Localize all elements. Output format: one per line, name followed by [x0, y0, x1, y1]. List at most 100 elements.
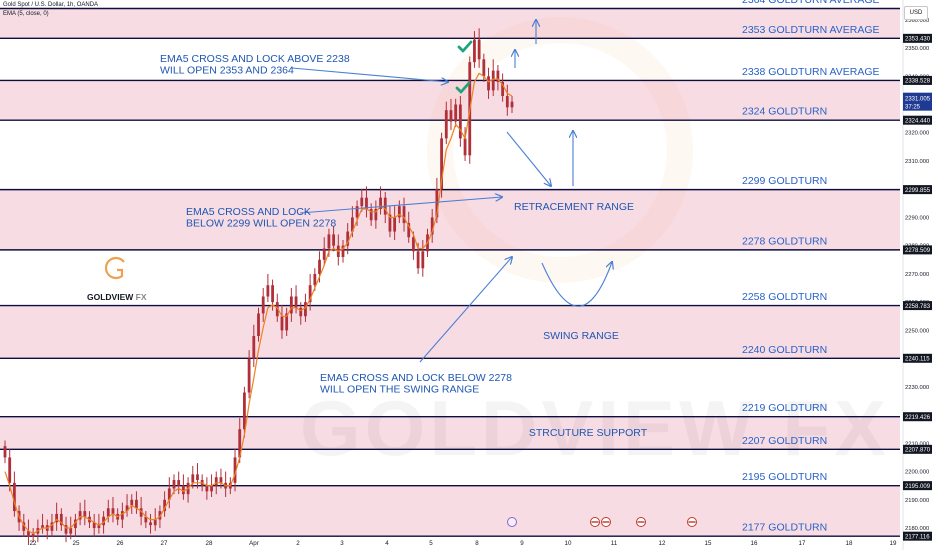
check-icon	[455, 81, 471, 94]
candle-body	[449, 110, 453, 122]
time-tick-label: 17	[799, 540, 806, 547]
zone-band	[0, 8, 900, 39]
candle-body	[463, 138, 467, 156]
candle-body	[360, 197, 364, 207]
candle-body	[8, 457, 12, 483]
level-price-tag	[903, 444, 932, 454]
candle-body	[149, 522, 152, 526]
price-tick-label: 2270.000	[905, 272, 929, 278]
time-tick-label: 25	[73, 540, 80, 547]
level-price-tag-text: 2240.115	[905, 356, 930, 362]
candle-body	[294, 296, 298, 308]
candle-body	[289, 296, 293, 314]
zone-band	[0, 189, 900, 250]
candle-body	[318, 259, 321, 274]
candle-body	[412, 237, 415, 252]
level-price-tag	[903, 245, 932, 255]
candle-body	[416, 251, 420, 269]
candle-body	[510, 101, 514, 108]
level-price-tag-text: 2324.440	[905, 118, 931, 124]
level-label: 2207 GOLDTURN	[742, 435, 827, 447]
event-marker-icon	[507, 517, 517, 527]
candle-body	[191, 474, 195, 483]
candle-body	[266, 285, 270, 297]
level-label: 2219 GOLDTURN	[742, 402, 827, 414]
candle-body	[97, 525, 101, 529]
time-tick-label: 18	[846, 540, 853, 547]
current-price-countdown: 37:25	[905, 105, 921, 111]
annotation-text: RETRACEMENT RANGE	[514, 201, 634, 213]
level-label: 2338 GOLDTURN AVERAGE	[742, 66, 880, 78]
currency-button[interactable]: USD	[904, 6, 928, 20]
level-price-tag-text: 2299.855	[905, 188, 931, 194]
time-tick-label: 22	[30, 540, 37, 547]
price-tick-label: 2200.000	[905, 470, 929, 476]
arrow-to-swing	[419, 257, 512, 363]
level-price-tag-text: 2195.009	[905, 484, 931, 490]
level-price-tag	[903, 353, 932, 363]
time-tick-label: 8	[475, 540, 479, 547]
candle-body	[144, 516, 148, 523]
check-icon	[457, 40, 473, 53]
price-tick-label: 2230.000	[905, 385, 929, 391]
candle-body	[369, 208, 373, 221]
candle-body	[3, 446, 7, 458]
candle-body	[355, 206, 359, 218]
level-label: 2364 GOLDTURN AVERAGE	[742, 0, 880, 6]
time-tick-label: 4	[385, 540, 389, 547]
arrow-to-2338	[291, 67, 448, 82]
candle-body	[397, 206, 401, 218]
level-label: 2299 GOLDTURN	[742, 175, 827, 187]
ema5-line	[4, 72, 513, 535]
candle-body	[252, 336, 256, 359]
candle-body	[496, 70, 500, 82]
candle-body	[205, 485, 209, 492]
annotation-text: WILL OPEN 2353 AND 2364	[160, 65, 294, 77]
annotation-text: WILL OPEN THE SWING RANGE	[320, 384, 479, 396]
annotation-text: EMA5 CROSS AND LOCK	[186, 206, 311, 218]
level-label: 2258 GOLDTURN	[742, 291, 827, 303]
annotation-text: EMA5 CROSS AND LOCK ABOVE 2238	[160, 53, 350, 65]
price-tick-label: 2250.000	[905, 328, 929, 334]
candle-body	[322, 248, 326, 260]
annotation-text: BELOW 2299 WILL OPEN 2278	[186, 218, 336, 230]
time-tick-label: 3	[340, 540, 344, 547]
candle-body	[238, 429, 242, 458]
candle-body	[487, 76, 490, 91]
candle-body	[59, 513, 63, 526]
time-tick-label: 5	[429, 540, 433, 547]
level-price-tag	[903, 33, 932, 43]
indicator-label[interactable]: EMA (5, close, 0)	[3, 11, 49, 17]
level-price-tag	[903, 481, 932, 491]
candle-body	[158, 511, 162, 520]
time-tick-label: 2	[296, 540, 300, 547]
candle-body	[153, 519, 157, 526]
candle-body	[435, 189, 439, 218]
price-tick-label: 2190.000	[905, 498, 929, 504]
time-tick-label: 28	[206, 540, 213, 547]
candle-body	[92, 522, 96, 529]
zone-band	[0, 416, 900, 450]
candle-body	[402, 206, 406, 224]
time-tick-label: 15	[705, 540, 712, 547]
zone-band	[0, 305, 900, 359]
candle-body	[393, 217, 397, 232]
level-price-tag	[903, 531, 932, 541]
level-price-tag-text: 2278.509	[905, 248, 931, 254]
swing-range-curve	[541, 262, 612, 307]
level-price-tag	[903, 412, 932, 422]
candle-body	[430, 217, 434, 235]
time-tick-label: 11	[611, 540, 618, 547]
candle-body	[27, 530, 30, 537]
candle-body	[181, 485, 185, 495]
candle-body	[407, 223, 411, 238]
candle-body	[163, 499, 167, 512]
logo-text: GOLDVIEW FX	[87, 292, 147, 302]
price-tick-label: 2350.000	[905, 46, 929, 52]
candle-body	[482, 59, 486, 77]
candle-body	[125, 505, 129, 512]
candle-body	[135, 499, 138, 509]
candle-body	[41, 525, 44, 529]
time-tick-label: 9	[520, 540, 524, 547]
